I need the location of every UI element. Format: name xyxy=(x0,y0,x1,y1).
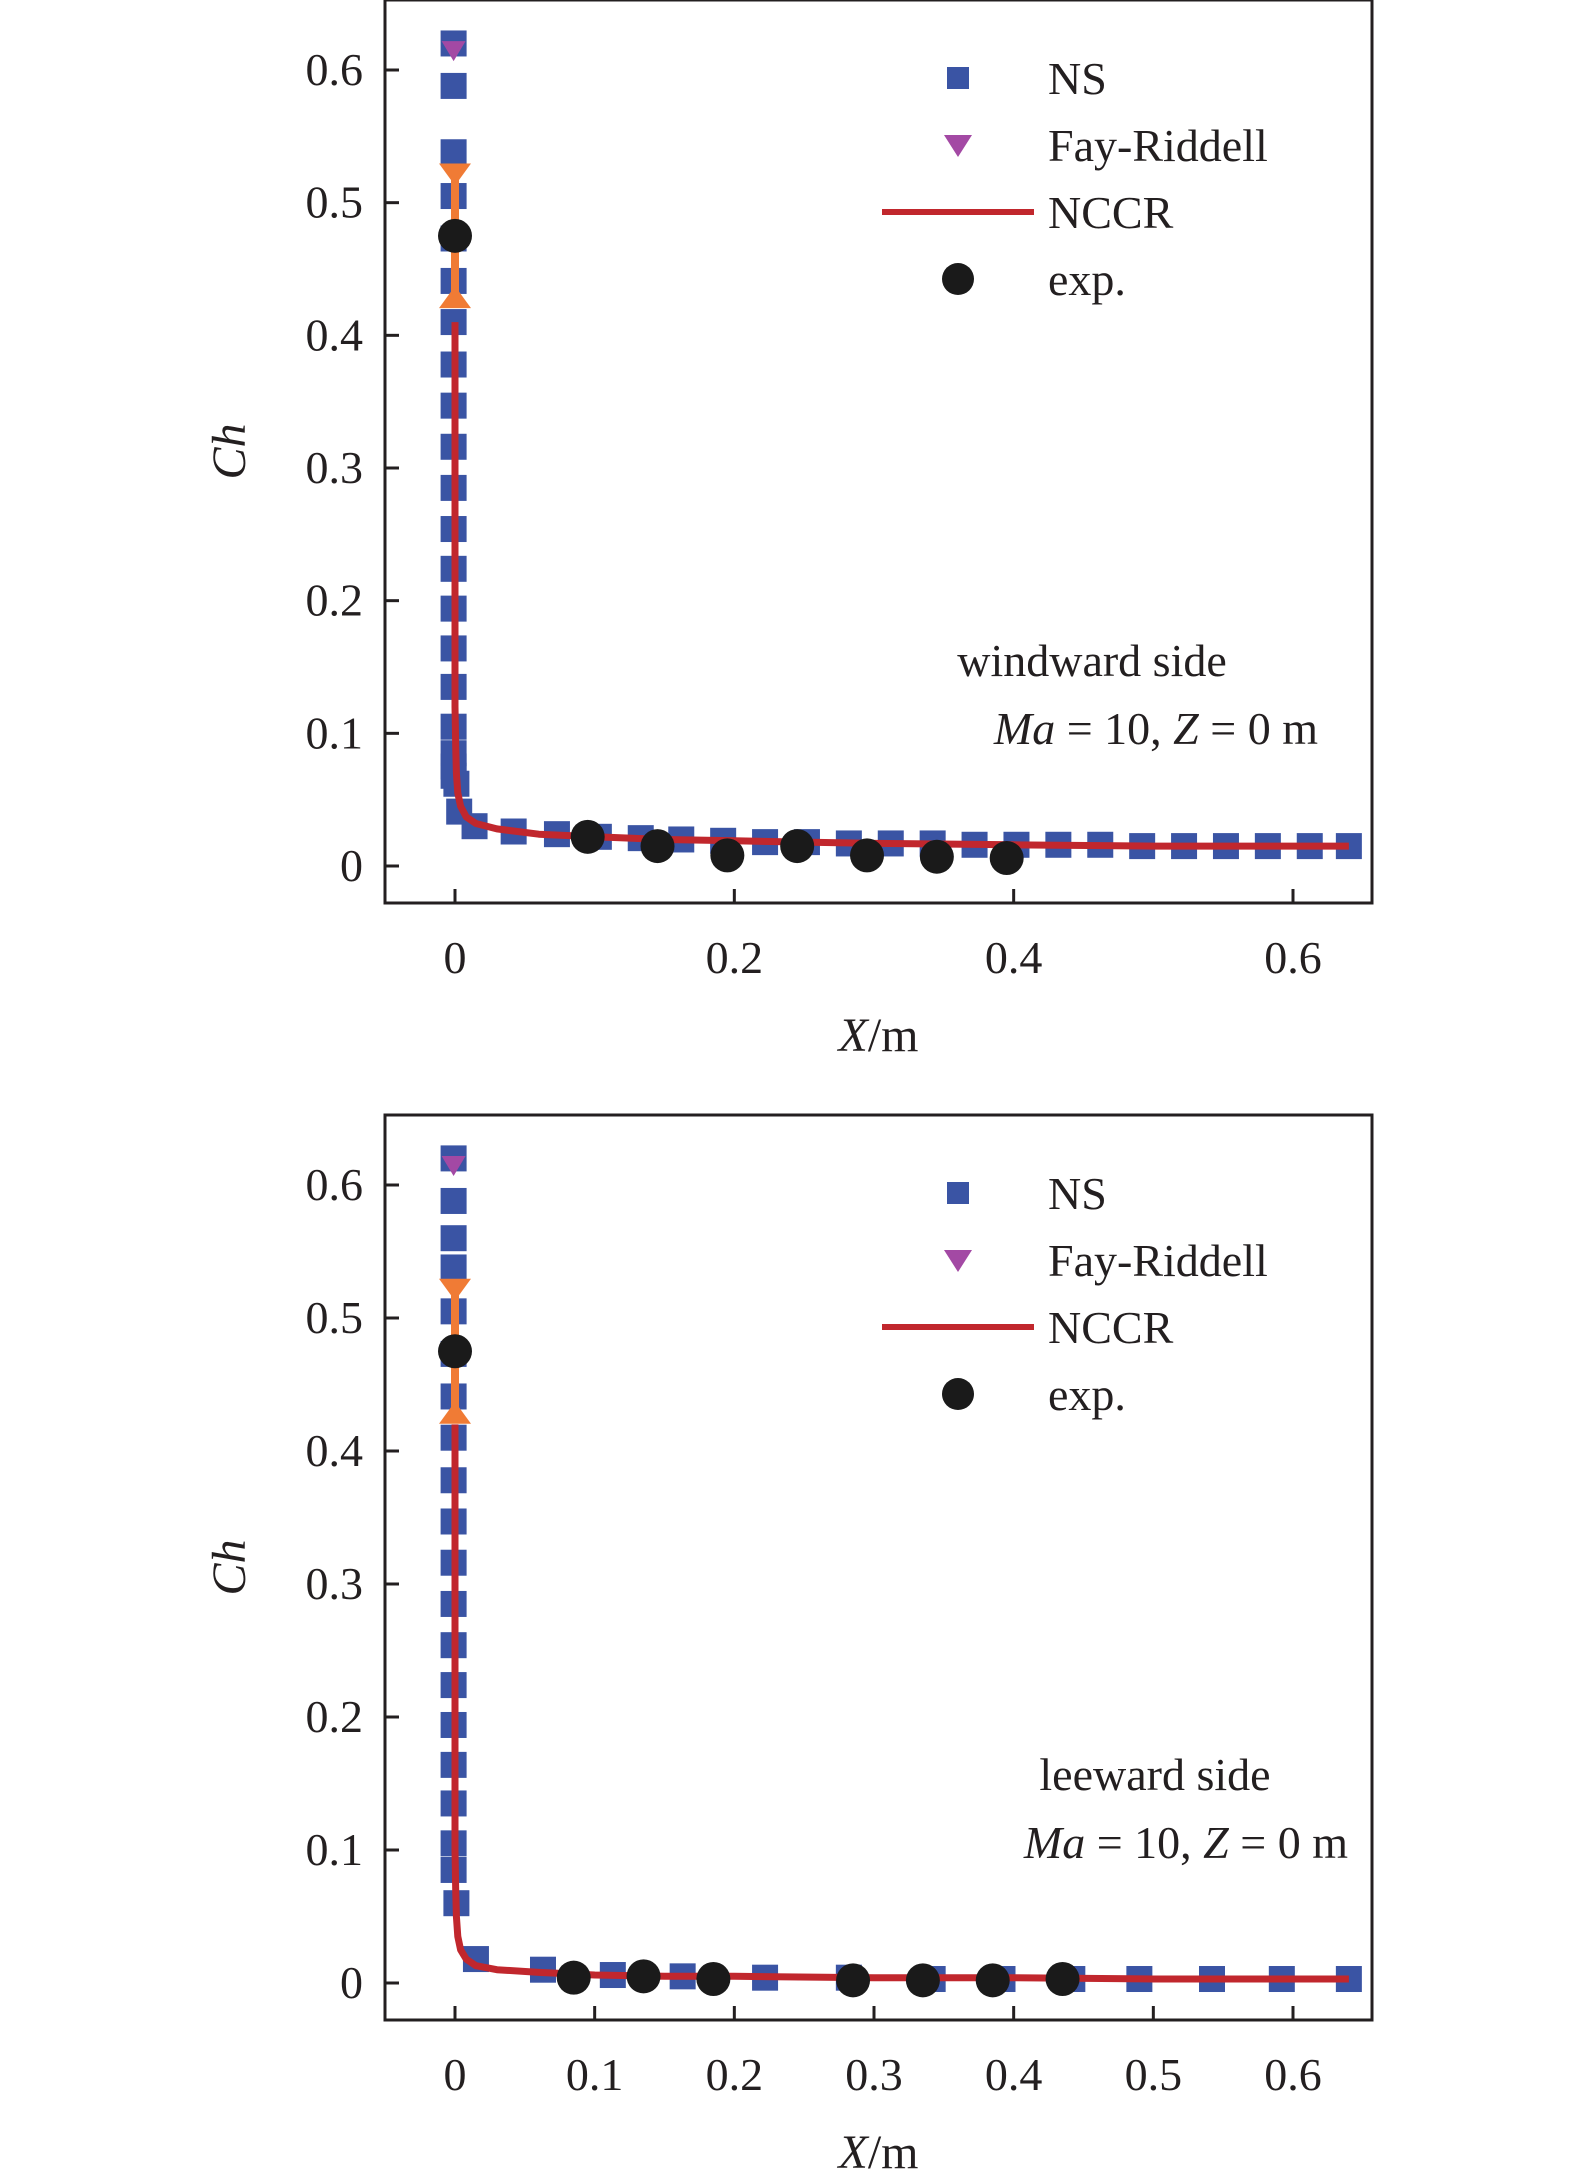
exp-point xyxy=(438,1334,472,1369)
x-axis-title-var: X xyxy=(837,1009,870,1062)
legend-label: Fay-Riddell xyxy=(1048,120,1268,171)
x-tick-label: 0.1 xyxy=(566,2049,624,2100)
legend-ns-marker xyxy=(947,67,969,89)
x-axis-title-unit: /m xyxy=(868,1009,919,1062)
error-bar-cap-bottom xyxy=(439,1401,471,1424)
legend-exp-marker xyxy=(942,1378,974,1410)
x-tick-label: 0.6 xyxy=(1264,2049,1322,2100)
x-tick-label: 0.4 xyxy=(985,2049,1043,2100)
exp-point xyxy=(975,1963,1010,1998)
ns-point xyxy=(440,1254,467,1281)
ns-point xyxy=(440,72,467,99)
y-tick-label: 0.3 xyxy=(306,1558,364,1609)
legend-label: Fay-Riddell xyxy=(1048,1235,1268,1286)
chart-panel-windward: 0 0.1 0.2 0.3 0.4 0.5 0.6 0 0.2 0.4 0.6 X/m Ch NS Fay-… xyxy=(203,0,1374,1062)
annotation-part: Ma xyxy=(993,703,1055,754)
annotation-part: = 0 m xyxy=(1199,703,1318,754)
x-tick-label: 0.4 xyxy=(985,932,1043,983)
y-axis-title: Ch xyxy=(203,1539,256,1595)
annotation-conditions: Ma = 10, Z = 0 m xyxy=(993,703,1318,754)
nccr-line xyxy=(451,1424,1349,1983)
ns-point xyxy=(440,1225,467,1252)
y-tick-label: 0 xyxy=(340,1957,363,2008)
x-tick-label: 0.2 xyxy=(706,932,764,983)
error-bar-cap-top xyxy=(439,1278,471,1301)
y-tick-label: 0.2 xyxy=(306,575,364,626)
annotation-part: = 10, xyxy=(1055,703,1173,754)
exp-point xyxy=(570,819,605,854)
y-tick-label: 0.1 xyxy=(306,1824,364,1875)
exp-point xyxy=(850,838,885,873)
y-tick-label: 0.5 xyxy=(306,177,364,228)
annotation-part: Z xyxy=(1203,1817,1229,1868)
exp-point xyxy=(1045,1962,1080,1997)
exp-point xyxy=(556,1960,591,1995)
exp-point xyxy=(989,841,1024,876)
y-tick-label: 0.3 xyxy=(306,442,364,493)
error-bar-cap-top xyxy=(439,163,471,186)
x-axis-title-unit: /m xyxy=(868,2126,919,2173)
exp-point xyxy=(696,1962,731,1997)
y-tick-label: 0.4 xyxy=(306,1425,364,1476)
legend-label: NS xyxy=(1048,1168,1107,1219)
legend-fay-riddell-marker xyxy=(944,135,972,157)
plot-area xyxy=(438,1145,1362,1998)
ns-point xyxy=(440,1187,467,1214)
plot-frame xyxy=(383,1113,1374,2022)
annotation-part: Ma xyxy=(1023,1817,1085,1868)
chart-panel-leeward: 0 0.1 0.2 0.3 0.4 0.5 0.6 0 0.1 0.2 0.3 0.4 0.5 0.6 X/… xyxy=(203,1113,1374,2173)
y-axis-title: Ch xyxy=(203,423,256,479)
annotation-part: = 10, xyxy=(1085,1817,1203,1868)
x-tick-label: 0.2 xyxy=(706,2049,764,2100)
y-tick-label: 0.6 xyxy=(306,1159,364,1210)
x-tick-label: 0.5 xyxy=(1125,2049,1183,2100)
nccr-line xyxy=(451,322,1349,850)
legend: NS Fay-Riddell NCCR exp. xyxy=(882,53,1268,305)
error-bar-cap-bottom xyxy=(439,286,471,309)
plot-frame xyxy=(383,0,1374,905)
y-tick-label: 0.6 xyxy=(306,44,364,95)
annotation-side: windward side xyxy=(957,635,1227,686)
legend: NS Fay-Riddell NCCR exp. xyxy=(882,1168,1268,1420)
legend-label: exp. xyxy=(1048,254,1126,305)
legend-label: exp. xyxy=(1048,1369,1126,1420)
y-tick-label: 0.5 xyxy=(306,1292,364,1343)
legend-fay-riddell-marker xyxy=(944,1250,972,1272)
legend-label: NCCR xyxy=(1048,1302,1174,1353)
x-tick-label: 0.6 xyxy=(1264,932,1322,983)
legend-label: NS xyxy=(1048,53,1107,104)
legend-exp-marker xyxy=(942,263,974,295)
exp-point xyxy=(438,218,472,253)
x-tick-label: 0.3 xyxy=(845,2049,903,2100)
x-axis-title-var: X xyxy=(837,2126,870,2173)
fay-riddell-point xyxy=(441,1156,466,1177)
y-tick-label: 0 xyxy=(340,840,363,891)
annotation-part: = 0 m xyxy=(1229,1817,1348,1868)
exp-point xyxy=(905,1963,940,1998)
y-tick-label: 0.4 xyxy=(306,309,364,360)
legend-label: NCCR xyxy=(1048,187,1174,238)
x-axis-title: X/m xyxy=(837,2126,919,2173)
exp-point xyxy=(640,829,675,864)
plot-area xyxy=(438,30,1362,876)
x-axis-title: X/m xyxy=(837,1009,919,1062)
annotation-conditions: Ma = 10, Z = 0 m xyxy=(1023,1817,1348,1868)
legend-ns-marker xyxy=(947,1182,969,1204)
exp-point xyxy=(919,839,954,874)
y-tick-label: 0.2 xyxy=(306,1691,364,1742)
exp-point xyxy=(836,1963,871,1998)
fay-riddell-point xyxy=(441,41,466,62)
annotation-side: leeward side xyxy=(1039,1749,1270,1800)
exp-point xyxy=(710,838,745,873)
exp-point xyxy=(780,829,815,864)
y-tick-label: 0.1 xyxy=(306,707,364,758)
exp-point xyxy=(626,1959,661,1994)
ns-point xyxy=(440,139,467,166)
annotation-part: Z xyxy=(1173,703,1199,754)
x-tick-label: 0 xyxy=(444,2049,467,2100)
x-tick-label: 0 xyxy=(444,932,467,983)
